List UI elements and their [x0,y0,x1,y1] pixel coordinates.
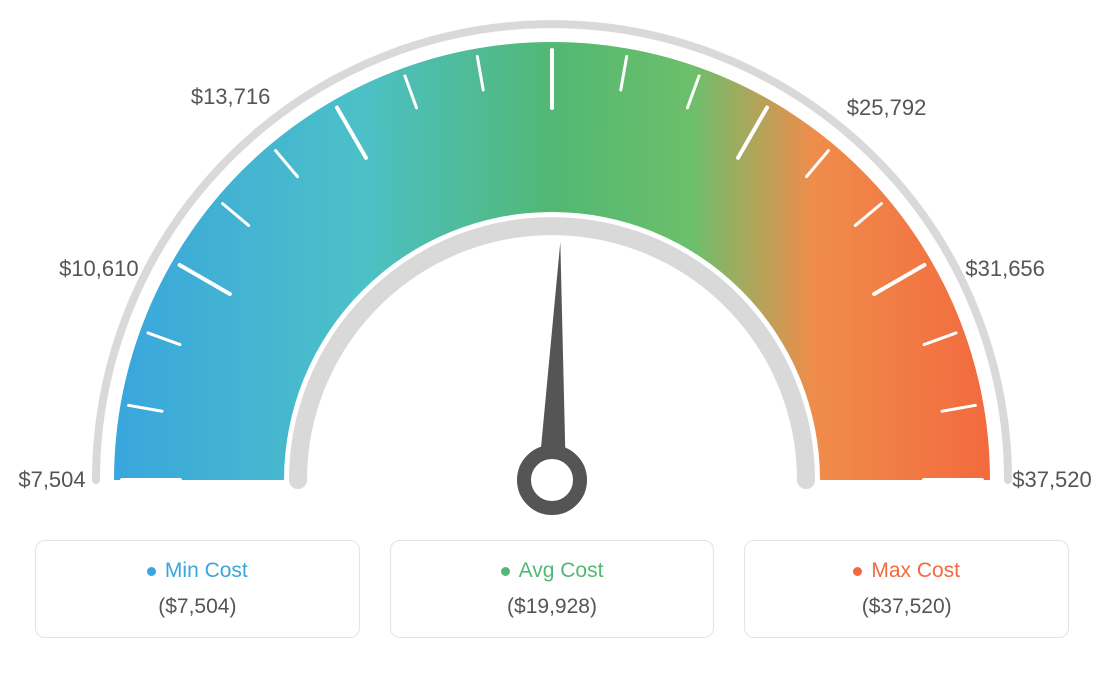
legend-card-max: Max Cost ($37,520) [744,540,1069,638]
gauge-tick-label: $10,610 [59,256,139,282]
legend-title-avg: Avg Cost [501,559,604,583]
legend-label: Min Cost [165,559,248,583]
legend-card-min: Min Cost ($7,504) [35,540,360,638]
legend-title-min: Min Cost [147,559,248,583]
legend-row: Min Cost ($7,504) Avg Cost ($19,928) Max… [0,540,1104,638]
gauge-chart: $7,504$10,610$13,716$19,928$25,792$31,65… [0,0,1104,540]
dot-icon [147,567,156,576]
legend-value-min: ($7,504) [46,595,349,619]
gauge-tick-label: $31,656 [965,256,1045,282]
gauge-tick-label: $37,520 [1012,467,1092,493]
legend-value-avg: ($19,928) [401,595,704,619]
legend-title-max: Max Cost [853,559,960,583]
legend-label: Max Cost [871,559,960,583]
gauge-tick-label: $7,504 [18,467,85,493]
legend-card-avg: Avg Cost ($19,928) [390,540,715,638]
gauge-tick-label: $13,716 [191,84,271,110]
dot-icon [501,567,510,576]
dot-icon [853,567,862,576]
legend-label: Avg Cost [519,559,604,583]
gauge-svg [0,0,1104,540]
gauge-tick-label: $25,792 [847,95,927,121]
legend-value-max: ($37,520) [755,595,1058,619]
